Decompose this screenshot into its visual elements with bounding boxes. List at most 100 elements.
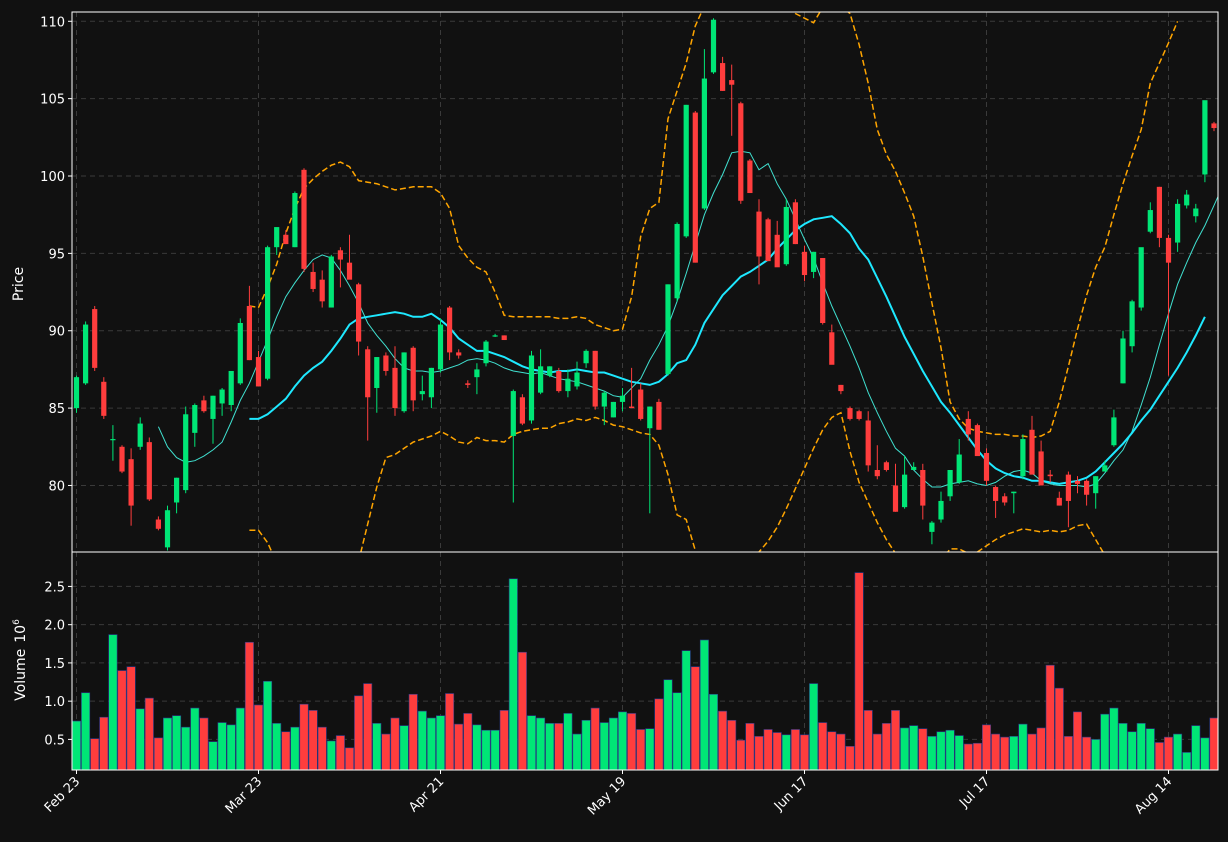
candle (838, 384, 844, 395)
candle-body (192, 405, 198, 433)
candle-body (246, 305, 252, 361)
volume-panel: 0.5 1.0 1.5 2.0 2.5 Volume 106 (12, 551, 1219, 771)
volume-bar (1045, 664, 1055, 771)
candle-body (1211, 123, 1217, 129)
candle-body (356, 284, 362, 342)
candle (437, 318, 444, 373)
candle (356, 282, 362, 356)
candle (792, 199, 798, 245)
candle (392, 346, 398, 416)
candle-body (265, 247, 271, 379)
candle-body (665, 284, 671, 375)
candle-body (1184, 194, 1190, 206)
volume-bar (1173, 733, 1183, 771)
volume-bar (226, 724, 236, 771)
price-panel: 80 85 90 95 100 105 110 Price (11, 11, 1219, 553)
volume-bar (1000, 736, 1010, 771)
candle (747, 158, 753, 194)
candle-body (619, 395, 626, 402)
candle-body (847, 408, 853, 419)
candle-body (820, 258, 826, 324)
volume-panel-frame (71, 551, 1219, 771)
candle (255, 350, 262, 387)
candle (274, 227, 280, 255)
candle (1120, 330, 1126, 384)
candle-body (201, 400, 207, 412)
candle (328, 254, 334, 308)
candle-body (274, 227, 280, 248)
candle (1156, 186, 1162, 248)
candle (346, 234, 353, 280)
candle (665, 284, 671, 376)
volume-tick-label: 2.5 (44, 580, 65, 595)
candle (1093, 476, 1099, 509)
candle (73, 375, 80, 413)
candle-body (592, 350, 598, 407)
volume-bar (1073, 711, 1083, 771)
candle-body (319, 279, 325, 302)
candle (474, 363, 480, 395)
candle-body (1029, 429, 1035, 475)
candle (510, 389, 516, 503)
candle (1011, 491, 1017, 514)
candle (228, 370, 234, 412)
candle (374, 357, 380, 413)
candle (210, 395, 216, 444)
volume-bar (263, 680, 273, 771)
candle-body (164, 510, 171, 548)
candle-body (128, 459, 134, 506)
candle (1211, 121, 1217, 132)
candle (565, 369, 571, 398)
candle (547, 366, 553, 378)
volume-bar (99, 716, 109, 771)
candle (738, 101, 744, 204)
candle-body (401, 352, 407, 412)
candle-body (392, 367, 398, 409)
candle-body (410, 347, 416, 401)
candle (492, 333, 498, 337)
candle (1147, 202, 1153, 234)
volume-bar (435, 715, 445, 771)
volume-axis-label-text: Volume (13, 649, 29, 701)
candle (811, 251, 817, 279)
volume-bar (763, 729, 773, 771)
ma-slow-line (249, 215, 1206, 485)
volume-bar (836, 733, 846, 771)
candle (874, 445, 880, 480)
volume-bar (408, 693, 418, 771)
candle (128, 448, 134, 526)
candle (174, 477, 180, 514)
candle-body (183, 414, 189, 491)
volume-bar (581, 719, 591, 771)
candle-body (629, 406, 635, 409)
candle-body (956, 454, 962, 483)
volume-bar (472, 724, 482, 771)
candle (765, 217, 771, 262)
volume-tick-label: 1.0 (44, 695, 65, 710)
candle (419, 375, 425, 401)
candle (683, 104, 689, 238)
volume-axis-exponent: 6 (12, 619, 22, 625)
volume-bar (536, 717, 546, 771)
volume-bar (1027, 733, 1037, 771)
candle-body (237, 323, 243, 384)
price-tick-label: 110 (40, 15, 65, 30)
candle (783, 199, 789, 266)
candle-body (337, 250, 343, 260)
candle (465, 380, 471, 388)
candle-body (137, 423, 143, 447)
candle-body (492, 335, 498, 337)
volume-bar (499, 710, 509, 771)
candle-body (301, 169, 307, 269)
volume-bar (1091, 739, 1101, 771)
volume-bar (1136, 723, 1146, 771)
volume-bar (135, 708, 145, 771)
candle-body (911, 466, 917, 470)
volume-bar (1200, 737, 1210, 771)
candle-body (519, 397, 525, 424)
candle-body (983, 452, 990, 481)
volume-bar (954, 735, 964, 771)
candle-body (119, 446, 125, 472)
candle (1029, 415, 1035, 475)
volume-bar (363, 683, 373, 771)
